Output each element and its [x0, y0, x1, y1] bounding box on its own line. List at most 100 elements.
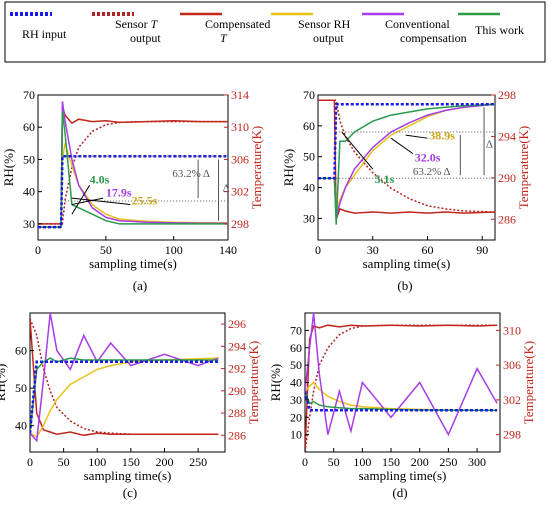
y-tick-label: 30: [303, 211, 315, 225]
y-tick-label: 40: [290, 376, 302, 390]
annotations-b: 38.9s 32.0s 5.1s 63.2% Δ Δ: [336, 107, 495, 186]
x-tick-label: 0: [315, 243, 321, 257]
y2-axis-label: Temperature(K): [246, 341, 261, 425]
x-axis-label: sampling time(s): [363, 256, 451, 271]
panel-caption: (d): [392, 485, 407, 500]
x-tick-label: 30: [367, 243, 379, 257]
pointer-line: [405, 134, 428, 139]
x-axis-label: sampling time(s): [359, 468, 447, 483]
y-tick-label: 40: [23, 185, 35, 199]
panel-caption: (a): [133, 278, 147, 293]
y2-axis-label: Temperature(K): [516, 126, 531, 210]
y2-tick-label: 306: [231, 152, 249, 166]
x-tick-label: 250: [189, 455, 207, 469]
legend-label: RH input: [22, 27, 67, 41]
annotation-label: 32.0s: [415, 150, 441, 164]
x-tick-label: 200: [411, 455, 429, 469]
series-conventional: [30, 313, 219, 443]
legend-label: T: [220, 31, 228, 45]
x-tick-label: 200: [155, 455, 173, 469]
series-this-work: [38, 111, 228, 228]
legend-label: compensation: [400, 31, 467, 45]
plot-area: [305, 313, 498, 452]
legend-item: RH input: [10, 12, 67, 41]
y2-tick-label: 302: [503, 393, 521, 407]
y2-tick-label: 298: [498, 88, 516, 102]
x-tick-label: 150: [382, 455, 400, 469]
x-tick-label: 50: [100, 243, 112, 257]
y-tick-label: 40: [303, 181, 315, 195]
x-tick-label: 60: [421, 243, 433, 257]
pointer-line: [390, 137, 414, 155]
pointer-line: [71, 197, 131, 206]
y-tick-label: 50: [23, 152, 35, 166]
y2-tick-label: 286: [228, 428, 246, 442]
y-axis-label: RH(%): [0, 364, 8, 402]
y2-tick-label: 310: [231, 120, 249, 134]
panel-1: 0 50 100 140 30 40 50 60 70 298 302 306 310 314 sampli…: [1, 88, 264, 293]
series-this-work: [305, 390, 498, 412]
legend-label-part: T: [220, 31, 228, 45]
pointer-line: [341, 131, 374, 170]
panel-2: 0 30 60 90 30 40 50 60 70 286 290 294 298 sampling ti…: [281, 88, 531, 293]
annotation-label: 63.2% Δ: [172, 168, 210, 180]
series-comp-t: [305, 324, 498, 452]
y2-tick-label: 298: [503, 428, 521, 442]
y-tick-label: 60: [23, 120, 35, 134]
y2-tick-label: 294: [498, 129, 516, 143]
plot-frame: [317, 94, 496, 241]
y2-axis-label: Temperature(K): [249, 126, 264, 210]
plot-frame: [304, 312, 501, 453]
y2-tick-label: 290: [498, 171, 516, 185]
y-tick-label: 60: [303, 119, 315, 133]
y-axis-label: RH(%): [268, 364, 283, 402]
legend-label: output: [313, 31, 344, 45]
plot-frame: [29, 312, 226, 453]
series-rh-input: [305, 390, 498, 412]
annotation-label: Δ: [223, 183, 230, 195]
y-tick-label: 40: [15, 419, 27, 433]
annotation-label: 25.5s: [132, 194, 158, 208]
x-tick-label: 100: [353, 455, 371, 469]
x-axis-label: sampling time(s): [84, 468, 172, 483]
legend-label-part: Sensor: [115, 17, 148, 31]
y2-tick-label: 314: [231, 88, 249, 102]
x-tick-label: 90: [476, 243, 488, 257]
y2-tick-label: 298: [231, 217, 249, 231]
annotation-label: 63.2% Δ: [413, 166, 451, 178]
y2-tick-label: 294: [228, 339, 246, 353]
plot-area: [30, 313, 219, 443]
y-tick-label: 70: [290, 323, 302, 337]
y-tick-label: 50: [290, 358, 302, 372]
x-tick-label: 50: [328, 455, 340, 469]
series-this-work: [30, 357, 219, 434]
x-tick-label: 100: [165, 243, 183, 257]
x-axis-label: sampling time(s): [89, 256, 177, 271]
annotation-label: 17.9s: [106, 186, 132, 200]
series-sensor-t: [318, 99, 495, 213]
pointer-line: [71, 197, 104, 206]
plot-frame: [37, 94, 229, 241]
legend-label: Conventional: [385, 17, 450, 31]
legend-label: Sensor T: [115, 17, 159, 31]
series-rh-input: [318, 103, 495, 180]
y-tick-label: 30: [23, 217, 35, 231]
x-tick-label: 50: [58, 455, 70, 469]
y-tick-label: 50: [15, 381, 27, 395]
y2-tick-label: 292: [228, 362, 246, 376]
y2-axis-label: Temperature(K): [521, 341, 536, 425]
y2-tick-label: 310: [503, 323, 521, 337]
pointer-line: [71, 184, 90, 215]
legend-label-part: T: [148, 17, 159, 31]
y-tick-label: 20: [290, 410, 302, 424]
series-conventional: [38, 101, 228, 228]
y2-tick-label: 306: [503, 358, 521, 372]
y-axis-label: RH(%): [1, 149, 16, 187]
y-tick-label: 50: [303, 150, 315, 164]
